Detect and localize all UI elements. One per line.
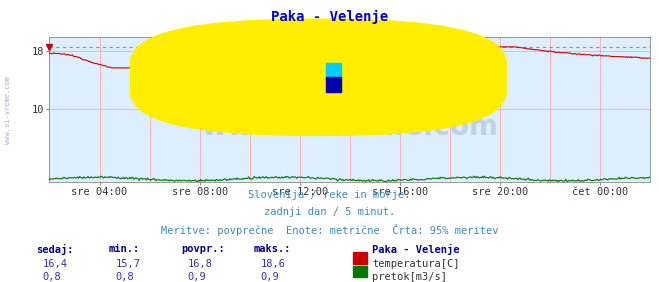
Text: 15,7: 15,7 bbox=[115, 259, 140, 269]
Text: temperatura[C]: temperatura[C] bbox=[372, 259, 460, 269]
Text: sedaj:: sedaj: bbox=[36, 244, 74, 255]
Text: Slovenija / reke in morje.: Slovenija / reke in morje. bbox=[248, 190, 411, 200]
Text: 0,9: 0,9 bbox=[260, 272, 279, 282]
Text: min.:: min.: bbox=[109, 244, 140, 254]
Polygon shape bbox=[326, 77, 341, 92]
Text: 16,4: 16,4 bbox=[43, 259, 68, 269]
Text: zadnji dan / 5 minut.: zadnji dan / 5 minut. bbox=[264, 207, 395, 217]
Text: 0,8: 0,8 bbox=[115, 272, 134, 282]
Text: Paka - Velenje: Paka - Velenje bbox=[271, 10, 388, 24]
FancyBboxPatch shape bbox=[130, 19, 506, 135]
Text: Meritve: povprečne  Enote: metrične  Črta: 95% meritev: Meritve: povprečne Enote: metrične Črta:… bbox=[161, 224, 498, 236]
Text: Paka - Velenje: Paka - Velenje bbox=[372, 244, 460, 255]
Text: maks.:: maks.: bbox=[254, 244, 291, 254]
Text: 18,6: 18,6 bbox=[260, 259, 285, 269]
Polygon shape bbox=[326, 63, 341, 77]
Text: www.si-vreme.com: www.si-vreme.com bbox=[202, 113, 498, 141]
Text: pretok[m3/s]: pretok[m3/s] bbox=[372, 272, 447, 282]
Text: 0,9: 0,9 bbox=[188, 272, 206, 282]
Text: www.si-vreme.com: www.si-vreme.com bbox=[5, 76, 11, 144]
Text: 0,8: 0,8 bbox=[43, 272, 61, 282]
Text: povpr.:: povpr.: bbox=[181, 244, 225, 254]
Text: 16,8: 16,8 bbox=[188, 259, 213, 269]
